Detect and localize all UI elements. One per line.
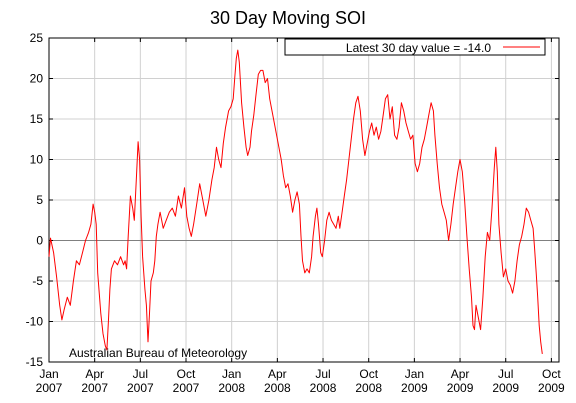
soi-series-line <box>48 49 543 354</box>
x-tick-label-month: Jul <box>315 367 330 381</box>
legend-box <box>284 38 546 56</box>
x-tick-label-year: 2009 <box>447 381 474 395</box>
y-tick-label: -10 <box>26 315 44 329</box>
x-tick-label-year: 2008 <box>264 381 291 395</box>
x-tick-label-month: Jan <box>405 367 424 381</box>
x-tick-label-month: Jan <box>39 367 58 381</box>
legend: Latest 30 day value = -14.0 <box>284 38 546 56</box>
x-tick-label-month: Apr <box>85 367 104 381</box>
y-tick-label: 20 <box>30 72 44 86</box>
x-tick-label-month: Jul <box>133 367 148 381</box>
y-tick-label: 5 <box>36 193 43 207</box>
x-tick-label-month: Oct <box>542 367 561 381</box>
x-tick-label-year: 2007 <box>127 381 154 395</box>
x-tick-label-month: Apr <box>451 367 470 381</box>
x-tick-label-year: 2009 <box>492 381 519 395</box>
x-tick-label-month: Oct <box>359 367 378 381</box>
y-tick-label: -15 <box>26 355 44 369</box>
series-layer <box>48 49 543 354</box>
x-tick-label-year: 2008 <box>355 381 382 395</box>
x-tick-label-month: Apr <box>268 367 287 381</box>
x-tick-label-month: Jul <box>498 367 513 381</box>
axes: -15-10-50510152025Jan2007Apr2007Jul2007O… <box>26 31 565 395</box>
x-tick-label-year: 2007 <box>173 381 200 395</box>
y-tick-label: 0 <box>36 234 43 248</box>
x-tick-label-year: 2007 <box>36 381 63 395</box>
x-tick-label-year: 2009 <box>538 381 565 395</box>
x-tick-label-year: 2008 <box>218 381 245 395</box>
y-tick-label: 15 <box>30 112 44 126</box>
credit-text: Australian Bureau of Meteorology <box>69 346 247 360</box>
legend-label: Latest 30 day value = -14.0 <box>346 41 491 55</box>
y-tick-label: 10 <box>30 153 44 167</box>
y-tick-label: 25 <box>30 31 44 45</box>
grid <box>48 37 559 363</box>
x-tick-label-year: 2007 <box>81 381 108 395</box>
x-tick-label-month: Jan <box>222 367 241 381</box>
x-tick-label-year: 2009 <box>401 381 428 395</box>
plot-frame <box>48 37 560 363</box>
x-tick-label-month: Oct <box>177 367 196 381</box>
chart-title: 30 Day Moving SOI <box>210 8 366 28</box>
y-tick-label: -5 <box>32 274 43 288</box>
x-tick-label-year: 2008 <box>310 381 337 395</box>
